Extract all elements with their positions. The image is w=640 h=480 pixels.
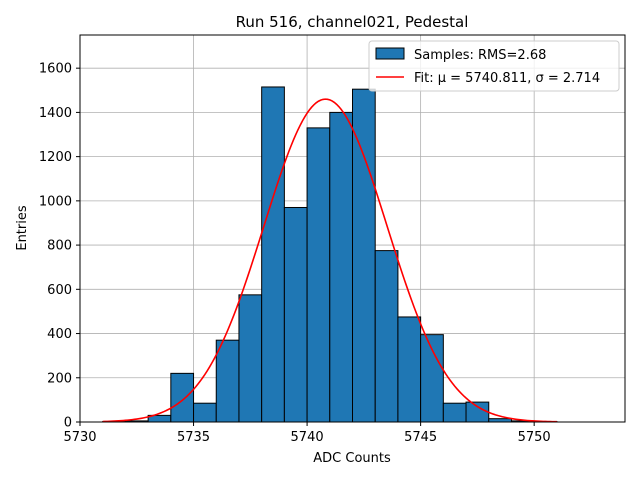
histogram-bar xyxy=(193,402,217,423)
fit-curve-group xyxy=(102,98,557,423)
y-tick-label: 1200 xyxy=(39,150,72,165)
y-axis-label: Entries xyxy=(15,205,30,251)
x-tick-label: 5745 xyxy=(404,430,437,445)
y-tick-label: 200 xyxy=(47,371,72,386)
x-tick-label: 5750 xyxy=(518,430,551,445)
x-tick-label: 5730 xyxy=(63,430,96,445)
y-tick-label: 800 xyxy=(47,239,72,254)
legend-bar-swatch xyxy=(375,47,405,60)
y-tick-label: 400 xyxy=(47,327,72,342)
histogram-bar xyxy=(374,250,399,423)
histogram-bar xyxy=(442,402,467,423)
legend-samples-label: Samples: RMS=2.68 xyxy=(414,48,546,63)
legend: Samples: RMS=2.68 Fit: μ = 5740.811, σ =… xyxy=(368,40,620,92)
chart-title: Run 516, channel021, Pedestal xyxy=(236,13,469,31)
y-tick-label: 1000 xyxy=(39,194,72,209)
histogram-bar xyxy=(215,339,240,423)
x-tick-label: 5735 xyxy=(177,430,210,445)
x-axis-label: ADC Counts xyxy=(313,451,391,466)
legend-box xyxy=(368,40,620,92)
x-axis-ticks: 5730 5735 5740 5745 5750 xyxy=(63,422,551,445)
y-axis-ticks: 0 200 400 600 800 1000 1200 1400 1600 xyxy=(39,62,80,431)
histogram-bar xyxy=(352,88,376,423)
histogram-bar xyxy=(170,372,195,423)
legend-fit-label: Fit: μ = 5740.811, σ = 2.714 xyxy=(414,71,600,86)
fit-curve xyxy=(102,98,557,423)
histogram-bar xyxy=(397,316,422,423)
plot-frame xyxy=(79,34,626,423)
histogram-bar xyxy=(261,86,285,423)
histogram-bar xyxy=(329,111,353,423)
x-tick-label: 5740 xyxy=(291,430,324,445)
histogram-bar xyxy=(306,127,331,423)
y-tick-label: 1400 xyxy=(39,106,72,121)
histogram-bar xyxy=(238,294,263,423)
histogram-bar xyxy=(465,401,490,423)
y-tick-label: 600 xyxy=(47,283,72,298)
histogram-bar xyxy=(283,206,308,423)
y-tick-label: 1600 xyxy=(39,62,72,77)
y-tick-label: 0 xyxy=(64,416,72,431)
